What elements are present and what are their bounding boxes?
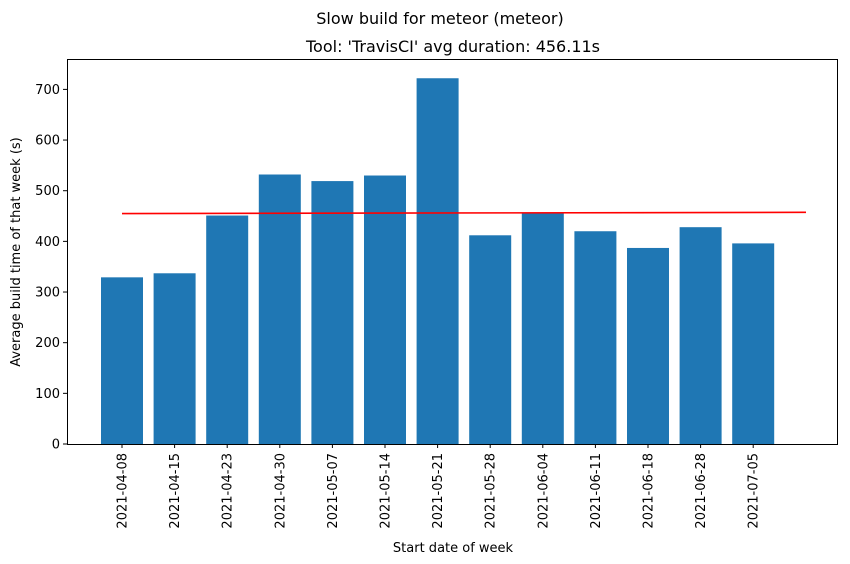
x-tick-label: 2021-07-05 — [747, 453, 762, 529]
bar-2021-07-05 — [732, 243, 775, 444]
y-tick-label: 100 — [35, 387, 60, 402]
bar-2021-05-14 — [364, 175, 406, 444]
y-tick-label: 0 — [52, 438, 60, 453]
bar-2021-05-28 — [469, 235, 512, 444]
x-tick-label: 2021-06-04 — [536, 453, 551, 529]
x-tick-label: 2021-04-15 — [168, 453, 183, 529]
y-tick-label: 600 — [35, 134, 60, 149]
bar-2021-06-11 — [574, 231, 617, 444]
x-tick-label: 2021-05-28 — [484, 453, 499, 529]
bar-2021-04-15 — [153, 273, 196, 444]
y-tick-label: 300 — [35, 286, 60, 301]
average-line-group — [121, 211, 807, 215]
chart-title: Tool: 'TravisCI' avg duration: 456.11s — [305, 37, 600, 56]
bar-2021-04-23 — [206, 215, 249, 444]
average-duration-line — [121, 211, 807, 215]
bar-2021-06-18 — [627, 247, 669, 444]
figure-suptitle: Slow build for meteor (meteor) — [316, 9, 563, 28]
y-axis: 0 100 200 300 400 500 600 700 — [35, 83, 67, 453]
x-tick-label: 2021-06-11 — [589, 453, 604, 529]
bar-2021-06-28 — [679, 227, 722, 444]
y-axis-label: Average build time of that week (s) — [9, 137, 24, 367]
x-tick-label: 2021-06-18 — [642, 453, 657, 529]
y-tick-label: 400 — [35, 235, 60, 250]
bar-2021-05-21 — [416, 78, 459, 444]
y-tick-label: 500 — [35, 184, 60, 199]
y-tick-label: 200 — [35, 336, 60, 351]
bar-2021-04-08 — [101, 277, 143, 444]
bars-group — [101, 78, 775, 445]
bar-2021-05-07 — [311, 181, 354, 445]
x-axis: 2021-04-08 2021-04-15 2021-04-23 2021-04-30… — [116, 444, 762, 529]
x-tick-label: 2021-05-14 — [379, 453, 394, 529]
x-tick-label: 2021-05-07 — [326, 453, 341, 529]
x-axis-label: Start date of week — [393, 541, 514, 556]
x-tick-label: 2021-04-23 — [221, 453, 236, 529]
x-tick-label: 2021-05-21 — [431, 453, 446, 529]
y-tick-label: 700 — [35, 83, 60, 98]
x-tick-label: 2021-06-28 — [694, 453, 709, 529]
plot-frame — [67, 59, 838, 445]
x-tick-label: 2021-04-08 — [116, 453, 131, 529]
bar-2021-06-04 — [521, 212, 564, 444]
x-tick-label: 2021-04-30 — [273, 453, 288, 529]
bar-2021-04-30 — [258, 174, 301, 444]
